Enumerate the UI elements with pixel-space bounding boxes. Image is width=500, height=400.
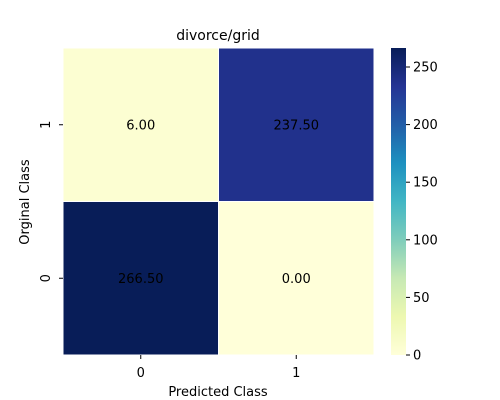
chart-title: divorce/grid <box>176 28 260 44</box>
colorbar-tick-label: 0 <box>413 349 421 364</box>
x-axis-label: Predicted Class <box>168 385 268 400</box>
colorbar-tick-label: 100 <box>413 233 438 248</box>
heatmap-cell <box>218 201 375 356</box>
colorbar-tick-label: 150 <box>413 176 438 191</box>
colorbar-tick-label: 50 <box>413 291 430 306</box>
x-tick-label: 1 <box>292 366 300 381</box>
y-tick-label: 0 <box>39 274 54 282</box>
heatmap-cell <box>62 201 219 356</box>
heatmap-cell <box>62 47 219 202</box>
cell-value-label: 6.00 <box>126 118 155 133</box>
y-axis-ticks: 10 <box>39 121 63 282</box>
colorbar-tick-label: 200 <box>413 118 438 133</box>
colorbar <box>391 48 406 355</box>
cell-value-label: 0.00 <box>282 272 311 287</box>
colorbar-ticks: 0 50 100 150 200 250 <box>406 61 438 364</box>
colorbar-tick-label: 250 <box>413 61 438 76</box>
cell-value-label: 237.50 <box>274 118 320 133</box>
heatmap-cells: 6.00 237.50 266.50 0.00 <box>62 47 375 356</box>
x-tick-label: 0 <box>137 366 145 381</box>
heatmap-cell <box>218 47 375 202</box>
y-tick-label: 1 <box>39 121 54 129</box>
y-axis-label: Orginal Class <box>18 159 33 245</box>
cell-value-label: 266.50 <box>118 272 164 287</box>
